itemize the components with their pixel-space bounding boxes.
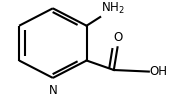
Text: OH: OH [150,65,168,78]
Text: N: N [48,84,57,97]
Text: O: O [113,31,122,44]
Text: NH$_2$: NH$_2$ [101,1,125,16]
